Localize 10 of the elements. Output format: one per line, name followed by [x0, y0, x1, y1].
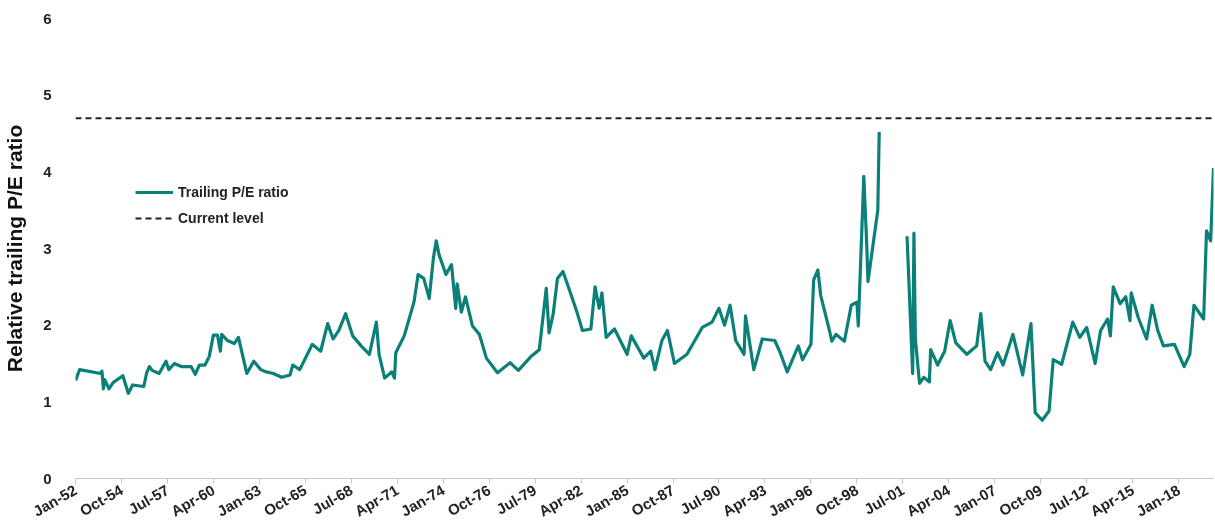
legend-label: Trailing P/E ratio — [178, 184, 289, 200]
y-tick-label: 1 — [43, 392, 52, 410]
y-axis-title: Relative trailing P/E ratio — [3, 124, 27, 373]
y-tick-label: 2 — [43, 316, 52, 334]
legend-label: Current level — [178, 210, 264, 226]
y-tick-label: 3 — [43, 239, 52, 257]
y-tick-label: 0 — [43, 469, 52, 487]
y-tick-label: 6 — [43, 9, 52, 27]
y-tick-label: 5 — [43, 86, 52, 104]
y-tick-label: 4 — [43, 162, 53, 180]
